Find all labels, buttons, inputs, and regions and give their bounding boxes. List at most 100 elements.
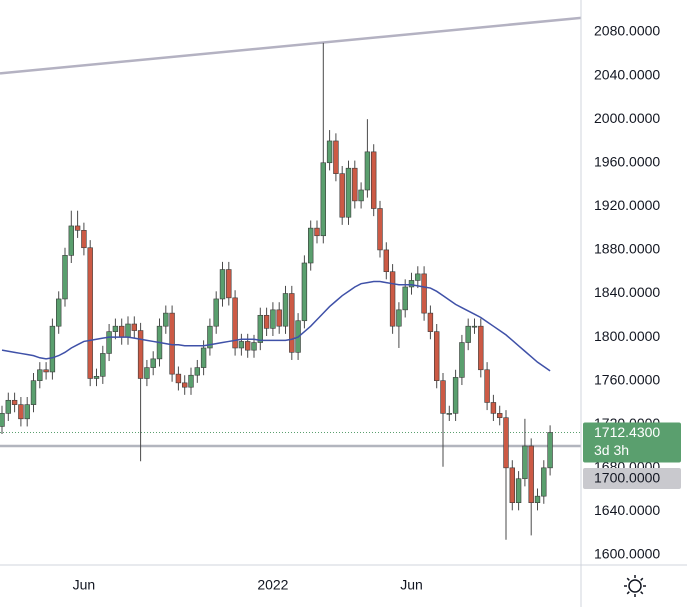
candle-body [74,225,81,231]
candle-body [194,367,200,376]
candle-body [131,323,137,331]
candle-body [433,331,440,381]
candle-body [169,312,175,375]
candle-body [541,467,547,497]
candle-body [440,380,446,414]
candle-body [30,380,37,405]
x-tick-label: Jun [400,577,423,593]
candle-body [314,227,320,237]
moving-average [1,280,551,372]
candle-body [528,445,534,503]
candle-body [112,325,119,332]
candle-body [263,314,270,329]
candle-body [81,230,87,249]
candle-body [326,140,333,164]
candle-body [182,382,188,388]
candle-body [402,286,408,311]
settings-icon[interactable] [624,575,646,597]
candle-body [144,367,150,379]
candle-body [55,298,62,327]
candle-body [415,273,421,281]
candle-body [5,399,12,414]
candle-body [11,399,18,405]
candle-body [547,432,553,469]
candle-body [352,167,358,202]
candle-body [383,249,389,273]
candle-body [150,358,156,368]
candle-body [106,331,112,354]
candle-body [87,247,93,379]
candle-body [232,297,238,349]
y-tick-label: 2040.0000 [594,66,660,82]
candle-body [522,445,528,480]
candle-body [339,173,345,218]
horizontal-line-label: 1700.0000 [594,470,660,486]
candle-body [213,298,219,327]
candle-body [257,314,263,343]
candle-body [484,369,490,403]
candle-body [370,151,377,209]
candle-body [282,293,289,327]
candle-body [509,467,515,504]
candle-body [0,413,5,427]
candle-body [503,417,509,469]
y-tick-label: 1960.0000 [594,153,660,169]
candle-body [358,189,364,202]
candle-body [490,402,497,414]
horizontal-line-box [583,468,681,489]
candle-body [396,309,402,327]
candle-body [465,325,471,343]
candle-body [276,309,282,327]
y-tick-label: 1840.0000 [594,284,660,300]
y-tick-label: 1640.0000 [594,502,660,518]
y-tick-label: 1760.0000 [594,371,660,387]
candle-body [377,208,383,251]
candle-body [459,342,465,378]
candle-body [43,369,49,373]
candle-body [226,269,232,299]
candle-body [18,404,24,420]
candle-body [345,167,352,218]
candle-body [24,404,30,420]
gear-teeth [624,575,646,597]
x-tick-label: 2022 [257,577,288,593]
candle-body [471,325,478,328]
candle-body [163,312,169,327]
candle-body [207,325,213,349]
candle-body [175,373,182,384]
candle-body [219,269,226,300]
candle-body [389,271,396,327]
y-tick-label: 2000.0000 [594,110,660,126]
candle-body [289,293,295,353]
candle-body [251,342,257,351]
candle-body [446,413,452,415]
last-price-box [583,422,681,463]
candle-body [100,353,106,377]
y-tick-label: 1600.0000 [594,546,660,562]
candle-body [320,162,326,237]
candle-body [49,325,56,373]
last-price-label: 1712.4300 [594,424,660,440]
candle-body [515,478,522,503]
candle-body [478,325,484,371]
candle-body [62,255,68,300]
candle-body [137,330,144,379]
gear-ring [628,579,642,593]
candle-body [245,341,251,351]
y-tick-label: 1880.0000 [594,241,660,257]
candle-body [270,309,276,329]
candle-body [68,225,75,256]
candle-body [301,262,308,322]
candle-body [119,325,125,338]
candle-body [421,273,427,314]
candle-body [496,413,503,419]
countdown-label: 3d 3h [594,442,629,458]
candle-body [93,376,100,379]
x-tick-label: Jun [73,577,96,593]
candle-body [534,495,541,504]
y-tick-label: 2080.0000 [594,23,660,39]
candle-body [200,347,207,368]
trendline [0,16,582,75]
candle-body [333,140,339,174]
